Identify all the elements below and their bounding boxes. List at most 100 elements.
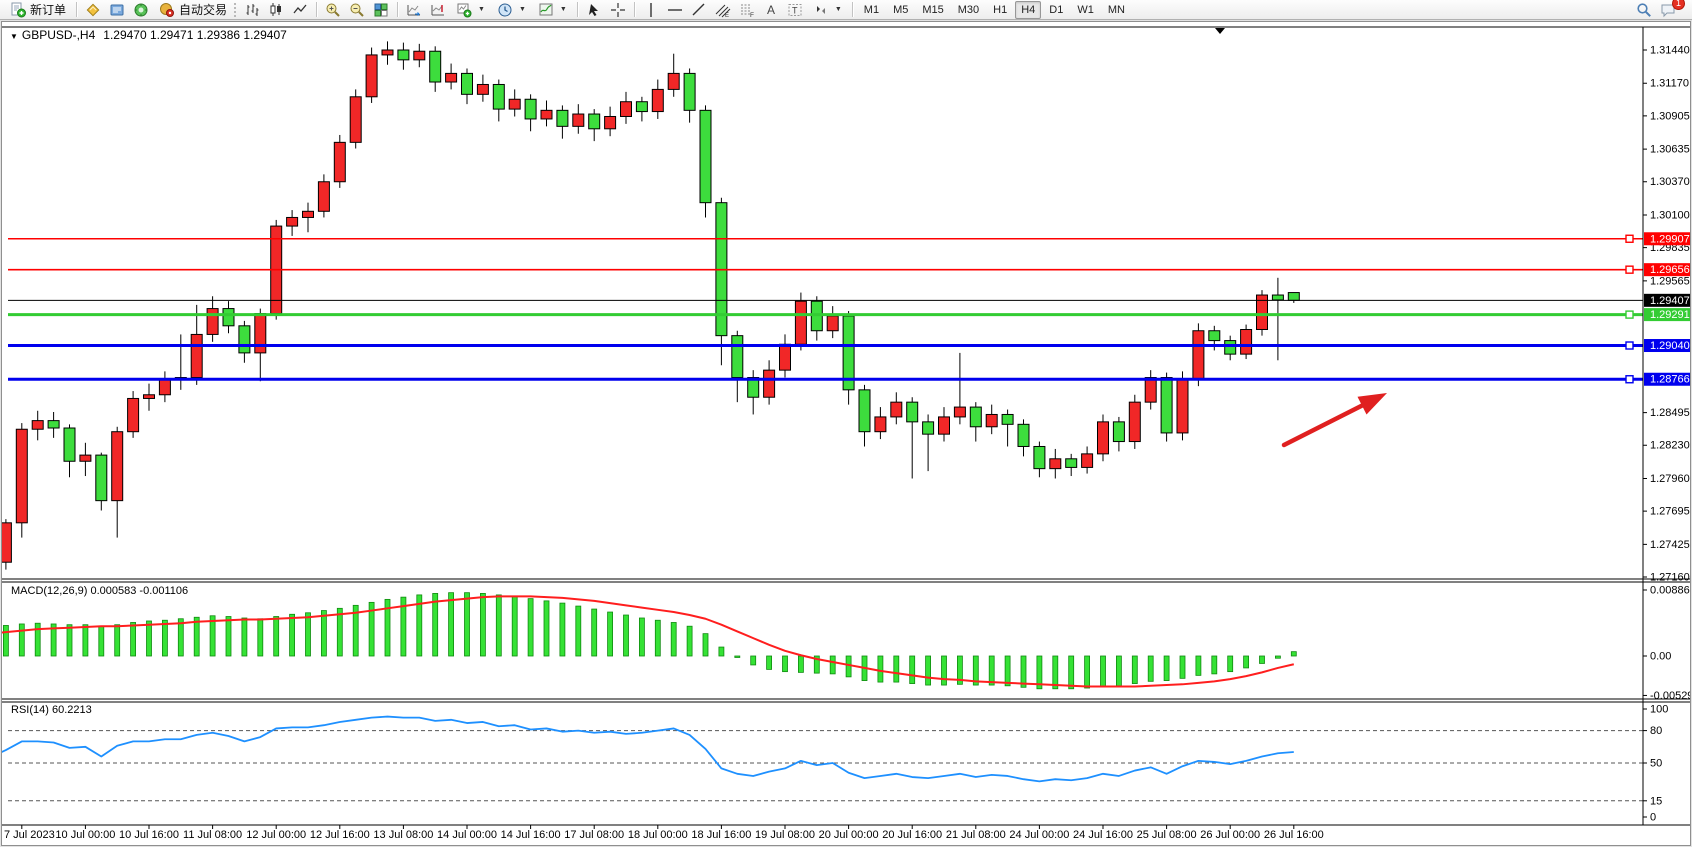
vertical-line-button[interactable] [639, 1, 663, 19]
chart-canvas[interactable]: 1.31440 1.31170 1.30905 1.30635 1.30370 1.301… [2, 22, 1690, 845]
candle-bullish [190, 333, 203, 379]
price-tick-label: 1.30905 [1650, 110, 1690, 122]
hline-handle[interactable] [1625, 341, 1634, 350]
candle-bearish [699, 109, 712, 204]
zoom-out-button[interactable] [345, 1, 369, 19]
macd-histogram-bar [877, 655, 884, 683]
candle-bearish [635, 101, 648, 113]
auto-scroll-button[interactable] [402, 1, 426, 19]
chat-button[interactable]: 1 [1656, 0, 1685, 19]
macd-histogram-bar [654, 619, 661, 657]
macd-histogram-bar [893, 655, 900, 683]
candles-layer [2, 41, 1300, 570]
macd-histogram-bar [909, 655, 916, 684]
notification-badge: 1 [1672, 0, 1685, 10]
chart-shift-button[interactable] [426, 1, 450, 19]
templates-button[interactable]: ▼ [532, 1, 573, 19]
autotrading-button[interactable]: 自动交易 [153, 1, 233, 19]
new-order-button[interactable]: 新订单 [4, 1, 72, 19]
macd-histogram-bar [1131, 655, 1138, 684]
line-chart-icon [293, 4, 307, 13]
crosshair-button[interactable] [606, 1, 630, 19]
navigator-button[interactable] [129, 1, 153, 19]
timeframe-button-d1[interactable]: D1 [1049, 3, 1064, 16]
candle-bullish [2, 522, 12, 563]
data-window-button[interactable] [105, 1, 129, 19]
market-watch-button[interactable] [81, 1, 105, 19]
candlestick-chart-button[interactable] [264, 1, 288, 19]
toolbar-separator [76, 2, 78, 17]
timeframe-button-m5[interactable]: M5 [893, 3, 909, 16]
candle-bullish [604, 115, 617, 130]
symbol-dropdown-icon[interactable]: ▼ [10, 32, 18, 41]
trendline-icon [692, 3, 705, 15]
timeframe-button-h1[interactable]: H1 [993, 3, 1008, 16]
hline-handle[interactable] [1625, 234, 1634, 243]
bar-chart-button[interactable] [240, 1, 264, 19]
horizontal-line-button[interactable] [663, 1, 687, 19]
fibonacci-button[interactable]: F [735, 1, 759, 19]
price-flag-label: 1.29040 [1650, 340, 1690, 352]
hline-handle[interactable] [1625, 375, 1634, 384]
cursor-button[interactable] [582, 1, 606, 19]
candle-bullish [445, 72, 458, 83]
timeframe-button-m1[interactable]: M1 [863, 3, 880, 16]
time-axis[interactable]: 7 Jul 2023 10 Jul 00:00 10 Jul 16:00 11 Jul… [4, 825, 1324, 841]
trend-arrow-shaft [1281, 400, 1370, 448]
main-toolbar: 新订单 自动交易 [0, 0, 1692, 20]
macd-histogram-bar [1179, 655, 1186, 679]
macd-histogram-bar [957, 655, 963, 685]
candle-bearish [1271, 294, 1284, 301]
chart-ohlc-title: ▼ GBPUSD-,H4 1.29470 1.29471 1.29386 1.294… [10, 28, 287, 42]
price-axis[interactable]: 1.31440 1.31170 1.30905 1.30635 1.30370 1.301… [1643, 45, 1690, 824]
search-button[interactable] [1632, 1, 1656, 19]
trendline-button[interactable] [687, 1, 711, 19]
price-tick-label: 1.27695 [1650, 506, 1690, 518]
periods-button[interactable]: ▼ [491, 1, 532, 19]
text-button[interactable]: A [759, 1, 783, 19]
macd-histogram-bar [559, 602, 566, 657]
timeframe-button-m30[interactable]: M30 [957, 3, 980, 16]
trend-arrow[interactable] [1281, 393, 1387, 448]
price-tick-label: 1.28230 [1650, 440, 1690, 452]
text-label-button[interactable]: T [783, 1, 807, 19]
zoom-in-button[interactable] [321, 1, 345, 19]
macd-layer [2, 592, 1297, 690]
tile-windows-button[interactable] [369, 1, 393, 19]
candle-bearish [95, 454, 108, 502]
shift-marker-icon[interactable] [1215, 28, 1225, 34]
macd-histogram-bar [718, 646, 725, 657]
candle-bearish [747, 377, 760, 398]
autotrading-icon [160, 2, 175, 17]
candle-bullish [413, 50, 426, 61]
hline-handle[interactable] [1625, 310, 1634, 319]
time-tick-label: 18 Jul 16:00 [691, 829, 751, 841]
line-chart-button[interactable] [288, 1, 312, 19]
macd-histogram-bar [750, 655, 757, 666]
arrows-button[interactable]: ▼ [807, 1, 848, 19]
channel-button[interactable]: E [711, 1, 735, 19]
new-chart-button[interactable]: ▼ [450, 1, 491, 19]
candle-bearish [1224, 340, 1237, 355]
price-tick-label: 1.30370 [1650, 176, 1690, 188]
price-tick-label: 1.29565 [1650, 275, 1690, 287]
macd-histogram-bar [1195, 655, 1202, 676]
timeframe-button-m15[interactable]: M15 [922, 3, 944, 16]
zoom-out-icon [350, 3, 364, 17]
time-tick-label: 24 Jul 00:00 [1009, 829, 1069, 841]
timeframe-button-w1[interactable]: W1 [1077, 3, 1094, 16]
chevron-down-icon: ▼ [518, 6, 526, 13]
price-tick-label: 1.27960 [1650, 473, 1690, 485]
trend-arrow-head [1357, 393, 1387, 415]
macd-histogram-bar [1275, 655, 1281, 659]
toolbar-separator [576, 2, 578, 17]
candle-bullish [206, 308, 219, 335]
macd-histogram-bar [1068, 655, 1075, 690]
rsi-axis-label: 80 [1650, 725, 1662, 737]
hline-handle[interactable] [1625, 265, 1634, 274]
timeframe-button-mn[interactable]: MN [1107, 3, 1125, 16]
macd-histogram-bar [527, 598, 534, 657]
time-tick-label: 7 Jul 2023 [4, 829, 55, 841]
candle-bullish [667, 72, 680, 90]
timeframe-button-h4[interactable]: H4 [1015, 0, 1042, 19]
